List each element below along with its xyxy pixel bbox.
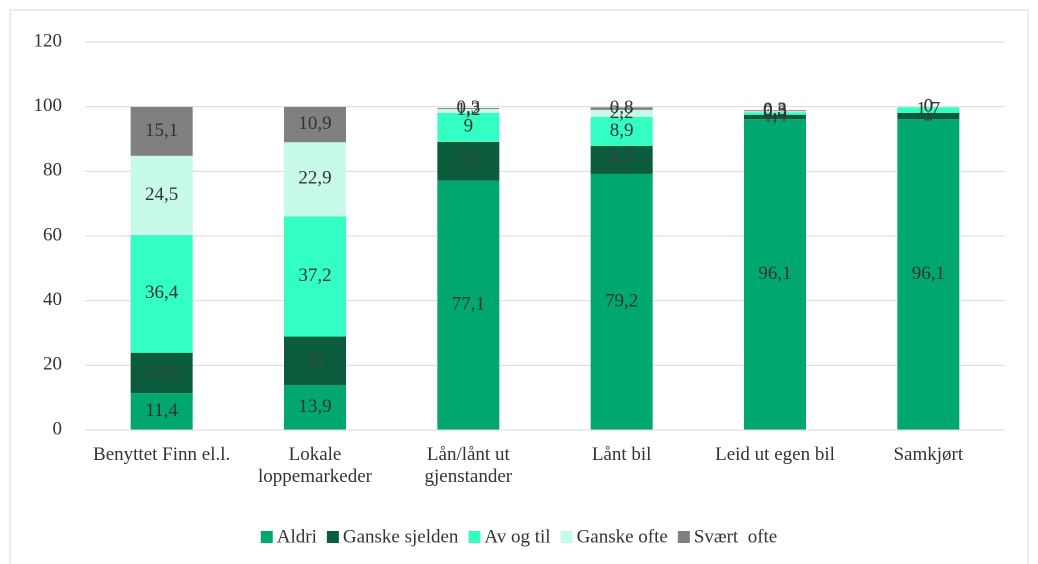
bar-segment [744, 110, 806, 112]
data-label: 8,7 [610, 148, 634, 169]
legend-swatch [326, 531, 339, 543]
y-tick-label: 40 [43, 289, 62, 310]
bar-segment [590, 145, 653, 174]
data-label: 0 [924, 96, 934, 117]
y-tick-label: 20 [43, 354, 62, 375]
data-label: 10,9 [298, 113, 331, 134]
bar-segment [744, 111, 806, 113]
data-label: 77,1 [452, 294, 485, 315]
bar-segment [130, 393, 193, 430]
data-label: 9 [464, 116, 474, 137]
data-label: 1,7 [916, 98, 940, 119]
x-tick-label: Lokale loppemarkeder [258, 444, 372, 487]
bar-segment [284, 106, 346, 143]
legend-label: Svært ofte [694, 526, 777, 547]
bar-segment [284, 216, 346, 337]
legend-swatch [560, 531, 573, 543]
legend-label: Ganske ofte [577, 526, 668, 547]
data-label: 96,1 [758, 263, 791, 284]
y-tick-label: 100 [34, 95, 63, 116]
data-label: 2,2 [610, 102, 634, 123]
data-label: 36,4 [145, 282, 179, 303]
bar-segment [897, 119, 960, 430]
x-tick-label: Leid ut egen bil [715, 444, 835, 465]
bar-segment [284, 142, 346, 217]
data-label: 37,2 [298, 265, 331, 286]
y-tick-label: 60 [43, 224, 62, 245]
data-label: 0,3 [763, 99, 787, 120]
bar-segment [130, 235, 193, 353]
bar-segment [590, 117, 653, 146]
bar-segment [744, 119, 806, 430]
bar-segment [284, 385, 346, 430]
bar-segment [744, 112, 806, 115]
bar-segment [437, 112, 500, 142]
bar-segment [897, 112, 960, 120]
data-label: 15 [306, 349, 325, 370]
data-label: 0,3 [456, 97, 480, 118]
data-label: 12,5 [145, 361, 178, 382]
data-label: 24,5 [145, 184, 178, 205]
data-label: 12 [459, 150, 478, 171]
bar-segment [744, 114, 806, 120]
bar-segment [590, 109, 653, 118]
bar-segment [284, 336, 346, 386]
data-label: 8,9 [610, 120, 634, 141]
data-label: 11,4 [145, 400, 178, 421]
legend-label: Av og til [484, 526, 550, 547]
y-tick-label: 0 [53, 418, 63, 439]
bar-segment [130, 106, 193, 156]
data-label: 0 [924, 96, 934, 117]
legend-label: Ganske sjelden [343, 526, 459, 547]
bar-segment [437, 180, 500, 430]
legend-label: Aldri [277, 526, 317, 547]
legend-swatch [468, 531, 481, 543]
data-label: 2 [924, 104, 934, 125]
y-tick-label: 120 [34, 30, 63, 51]
bar-segment [130, 155, 193, 236]
data-label: 0,8 [763, 102, 787, 123]
x-tick-label: Lån/lånt ut gjenstander [424, 444, 513, 487]
x-tick-label: Samkjørt [893, 444, 964, 465]
bar-segment [437, 108, 500, 113]
data-label: 79,2 [605, 290, 638, 311]
bar-segment [590, 107, 653, 110]
legend-swatch [677, 531, 690, 543]
bar-segment [437, 141, 500, 181]
bar-segment [590, 173, 653, 431]
data-label: 0,8 [610, 97, 634, 118]
bar-segment [897, 107, 960, 113]
bar-segment [130, 352, 193, 394]
data-label: 22,9 [298, 168, 331, 189]
data-label: 15,1 [145, 120, 178, 141]
x-tick-label: Benyttet Finn el.l. [93, 444, 231, 465]
bar-segment [437, 107, 500, 109]
data-label: 13,9 [298, 396, 331, 417]
data-label: 1,2 [456, 99, 480, 120]
x-tick-label: Lånt bil [591, 444, 652, 465]
legend-swatch [260, 531, 273, 543]
y-tick-label: 80 [43, 160, 62, 181]
data-label: 96,1 [912, 263, 945, 284]
